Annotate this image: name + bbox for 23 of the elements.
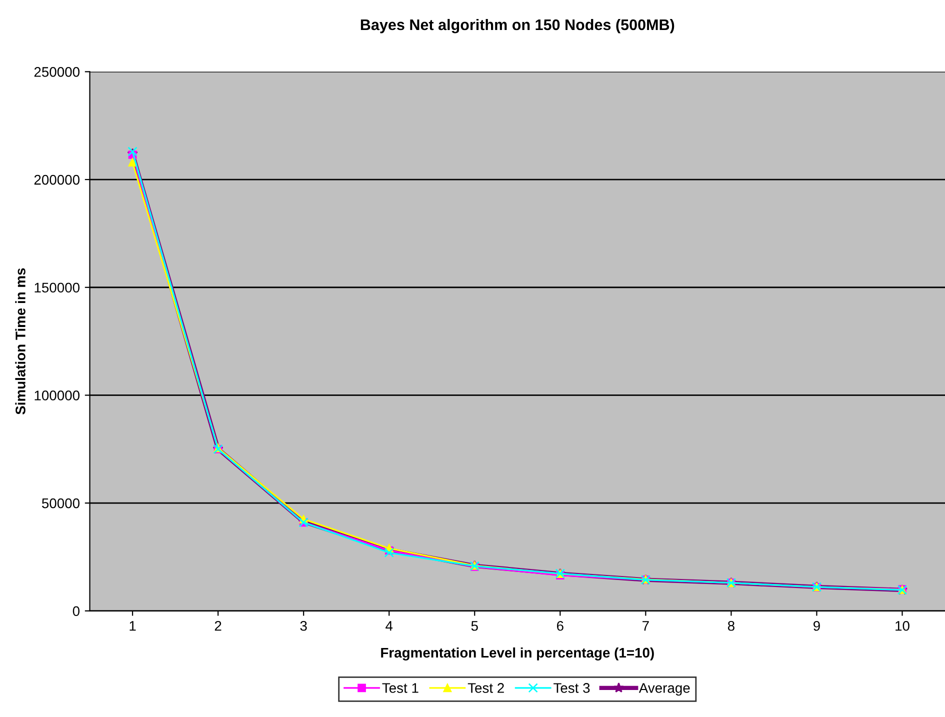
x-tick-label: 4 bbox=[386, 621, 393, 631]
y-tick-label: 150000 bbox=[34, 282, 80, 293]
x-tick-label: 10 bbox=[896, 620, 910, 631]
y-axis-title: Simulation Time in ms bbox=[15, 268, 26, 414]
legend-label: Test 1 bbox=[382, 683, 418, 693]
x-tick-label: 9 bbox=[814, 620, 820, 631]
x-tick-label: 8 bbox=[728, 620, 734, 631]
y-tick-label: 200000 bbox=[34, 174, 80, 185]
legend-label: Test 3 bbox=[554, 683, 590, 693]
legend-label: Average bbox=[638, 683, 690, 696]
legend-label: Test 2 bbox=[468, 683, 504, 693]
x-tick-label: 7 bbox=[642, 621, 649, 631]
x-tick-label: 2 bbox=[214, 620, 222, 631]
y-tick-label: 50000 bbox=[42, 498, 80, 508]
y-tick-label: 250000 bbox=[34, 67, 80, 77]
x-tick-label: 3 bbox=[300, 620, 307, 631]
x-tick-label: 1 bbox=[130, 621, 136, 631]
y-tick-label: 0 bbox=[72, 606, 80, 616]
y-tick-label: 100000 bbox=[34, 390, 80, 400]
x-axis-title: Fragmentation Level in percentage (1=10) bbox=[381, 647, 654, 660]
chart-title: Bayes Net algorithm on 150 Nodes (500MB) bbox=[360, 18, 674, 34]
x-tick-label: 5 bbox=[471, 621, 478, 631]
x-tick-label: 6 bbox=[556, 620, 564, 631]
